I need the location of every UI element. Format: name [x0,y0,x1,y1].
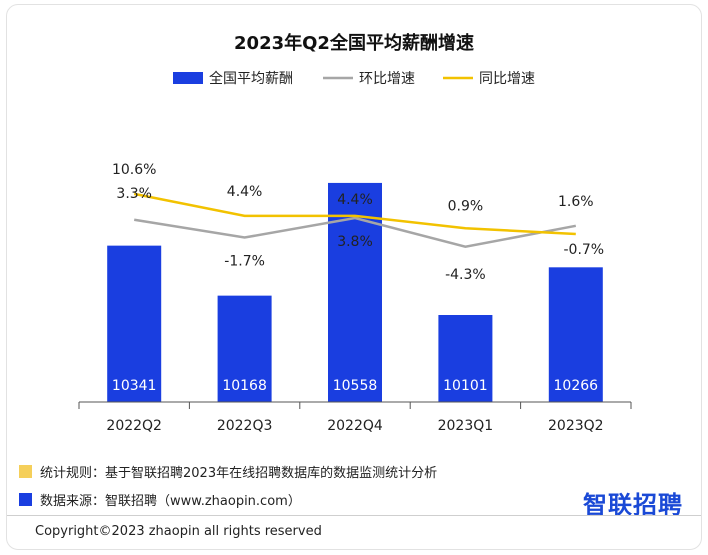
series-line [133,192,576,236]
bar [217,295,272,402]
bar [438,315,493,402]
bar-value-label: 10558 [333,378,378,394]
rule-swatch [19,464,32,478]
bar-value-label: 10266 [554,378,599,394]
x-tick-label: 2022Q3 [217,418,273,434]
bar-series [107,182,603,402]
source-note-text: 数据来源：智联招聘（www.zhaopin.com） [40,493,301,509]
legend-label: 全国平均薪酬 [209,70,293,87]
brand-logo: 智联招聘 [583,491,683,519]
line-value-labels: 3.3% -1.7% 3.8% -4.3% 1.6% 10.6% 4.4% 4.4% 0.9% -… [112,162,604,283]
legend-label: 环比增速 [359,71,415,87]
yoy-value-label: 4.4% [337,192,373,208]
legend-item: 同比增速 [443,71,535,87]
x-tick-label: 2022Q4 [327,418,383,434]
x-tick-label: 2022Q2 [106,418,162,434]
series-line [134,216,577,249]
bar-value-label: 10101 [443,378,488,394]
legend-item: 环比增速 [323,71,415,87]
yoy-value-label: 0.9% [448,198,484,214]
legend-item: 全国平均薪酬 [173,70,293,87]
bar [548,267,603,402]
rule-note-text: 统计规则：基于智联招聘2023年在线招聘数据库的数据监测统计分析 [40,465,438,481]
footer: 统计规则：基于智联招聘2023年在线招聘数据库的数据监测统计分析 数据来源：智联… [7,455,701,549]
rule-note: 统计规则：基于智联招聘2023年在线招聘数据库的数据监测统计分析 [19,461,437,481]
legend-swatch [173,72,203,84]
salary-growth-chart: 2023年Q2全国平均薪酬增速 全国平均薪酬 环比增速 同比增速 10341 1016… [78,32,632,434]
yoy-value-label: -0.7% [563,242,604,258]
mom-value-label: 3.8% [337,234,373,250]
bar-value-label: 10341 [112,378,157,394]
bar [328,182,382,402]
source-note: 数据来源：智联招聘（www.zhaopin.com） [19,489,301,509]
mom-value-label: 1.6% [558,194,594,210]
chart-legend: 全国平均薪酬 环比增速 同比增速 [173,70,535,87]
x-tick-label: 2023Q1 [438,418,494,434]
copyright-text: Copyright©2023 zhaopin all rights reserv… [35,524,322,539]
line-series [133,192,577,249]
bar [107,245,162,402]
copyright-bar: Copyright©2023 zhaopin all rights reserv… [7,515,701,549]
yoy-value-label: 10.6% [112,162,156,178]
yoy-value-label: 4.4% [227,184,263,200]
x-tick-label: 2023Q2 [548,418,604,434]
source-swatch [19,492,32,506]
bar-value-label: 10168 [222,378,267,394]
legend-label: 同比增速 [479,71,535,87]
mom-value-label: 3.3% [116,186,152,202]
bar-value-labels: 10341 10168 10558 10101 10266 [112,378,598,394]
mom-value-label: -4.3% [445,267,486,283]
chart-card: 2023年Q2全国平均薪酬增速 全国平均薪酬 环比增速 同比增速 10341 1016… [6,4,702,550]
mom-value-label: -1.7% [224,254,265,270]
chart-title: 2023年Q2全国平均薪酬增速 [234,32,474,54]
x-axis: 2022Q2 2022Q3 2022Q4 2023Q1 2023Q2 [78,401,632,434]
